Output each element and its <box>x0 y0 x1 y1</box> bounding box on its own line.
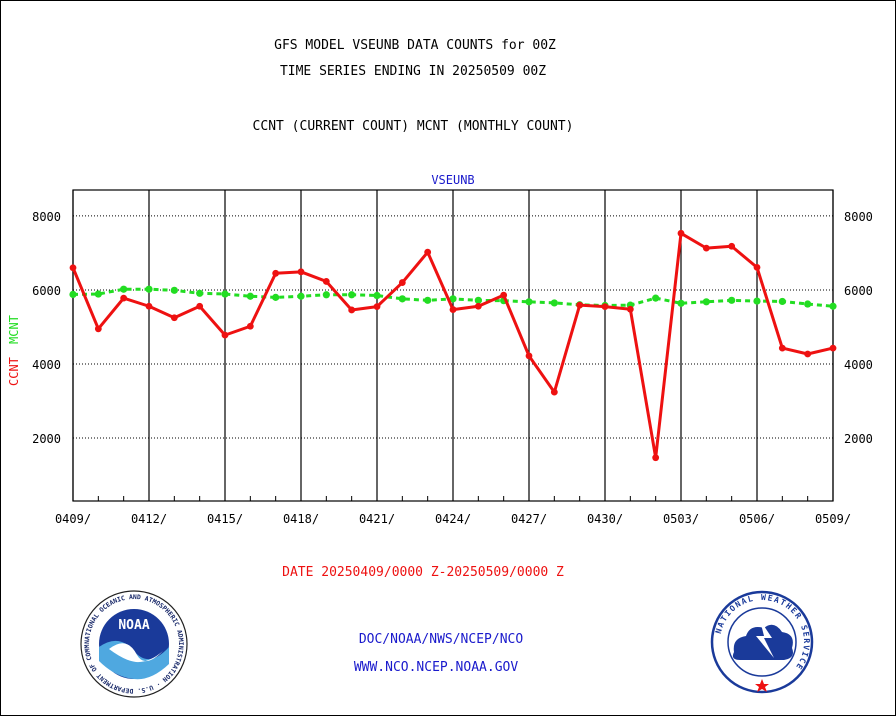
x-tick-label: 0415/ <box>207 512 243 526</box>
data-point-mcnt <box>398 295 406 303</box>
data-point-ccnt <box>804 350 812 358</box>
data-point-mcnt <box>348 291 356 299</box>
x-tick-label: 0509/ <box>815 512 851 526</box>
data-point-ccnt <box>196 302 204 310</box>
data-point-ccnt <box>576 301 584 309</box>
data-point-ccnt <box>94 325 102 333</box>
y-tick-label-right: 4000 <box>844 358 873 372</box>
y-tick-label-right: 8000 <box>844 210 873 224</box>
data-point-ccnt <box>474 302 482 310</box>
data-point-ccnt <box>246 322 254 330</box>
data-point-mcnt <box>69 290 77 299</box>
noaa-logo: NATIONAL OCEANIC AND ATMOSPHERIC ADMINIS… <box>79 589 188 698</box>
data-point-mcnt <box>272 293 280 301</box>
website-link[interactable]: WWW.NCO.NCEP.NOAA.GOV <box>353 660 519 675</box>
data-point-mcnt <box>94 290 102 298</box>
data-point-ccnt <box>601 303 609 311</box>
data-point-mcnt <box>145 285 153 293</box>
data-point-mcnt <box>196 289 204 297</box>
x-tick-label: 0409/ <box>55 512 91 526</box>
data-point-ccnt <box>702 244 710 252</box>
x-tick-label: 0427/ <box>511 512 547 526</box>
data-point-ccnt <box>170 314 178 322</box>
data-point-mcnt <box>525 298 533 306</box>
data-point-ccnt <box>626 305 634 313</box>
date-range-label: DATE 20250409/0000 Z-20250509/0000 Z <box>282 565 564 580</box>
noaa-logo-text: NOAA <box>118 618 149 633</box>
chart-svg: 2000 2000 4000 4000 6000 6000 8000 8000 0409/041… <box>32 173 873 526</box>
data-point-ccnt <box>69 264 77 272</box>
data-point-ccnt <box>120 294 128 302</box>
x-tick-label: 0503/ <box>663 512 699 526</box>
data-point-ccnt <box>145 302 153 310</box>
y-tick-label-left: 6000 <box>32 284 61 298</box>
x-tick-label: 0430/ <box>587 512 623 526</box>
data-point-mcnt <box>677 299 685 307</box>
data-point-mcnt <box>449 295 457 303</box>
data-point-mcnt <box>221 290 229 298</box>
chart-title-line2: TIME SERIES ENDING IN 20250509 00Z <box>279 64 547 79</box>
data-point-ccnt <box>424 248 432 256</box>
x-tick-label: 0418/ <box>283 512 319 526</box>
data-point-mcnt <box>424 296 432 304</box>
data-point-mcnt <box>778 297 786 306</box>
y-tick-label-left: 8000 <box>32 210 61 224</box>
data-point-ccnt <box>829 344 837 352</box>
data-point-ccnt <box>550 388 558 396</box>
data-point-ccnt <box>652 454 660 462</box>
data-point-mcnt <box>170 286 178 294</box>
y-tick-label-left: 4000 <box>32 358 61 372</box>
data-point-ccnt <box>753 263 761 271</box>
data-point-ccnt <box>297 268 305 276</box>
data-point-mcnt <box>652 294 660 302</box>
data-point-ccnt <box>525 352 533 360</box>
data-point-ccnt <box>500 291 508 299</box>
data-point-mcnt <box>474 296 482 304</box>
data-point-mcnt <box>373 291 381 300</box>
data-point-mcnt <box>246 292 254 300</box>
data-point-ccnt <box>677 229 685 237</box>
data-point-ccnt <box>272 269 280 277</box>
data-point-ccnt <box>398 279 406 286</box>
x-tick-label: 0506/ <box>739 512 775 526</box>
data-point-mcnt <box>550 299 558 307</box>
data-point-ccnt <box>221 331 229 339</box>
y-tick-label-left: 2000 <box>32 432 61 446</box>
data-point-mcnt <box>120 285 128 293</box>
y-tick-label-right: 6000 <box>844 284 873 298</box>
data-point-mcnt <box>322 291 330 299</box>
data-point-mcnt <box>804 300 812 308</box>
data-point-mcnt <box>829 302 837 310</box>
data-point-mcnt <box>753 297 761 305</box>
data-point-ccnt <box>728 242 736 250</box>
x-tick-label: 0412/ <box>131 512 167 526</box>
data-point-mcnt <box>297 292 305 300</box>
org-label: DOC/NOAA/NWS/NCEP/NCO <box>358 632 524 647</box>
chart-subtitle: CCNT (CURRENT COUNT) MCNT (MONTHLY COUNT… <box>252 119 574 134</box>
data-point-ccnt <box>348 306 356 314</box>
data-point-ccnt <box>373 303 381 311</box>
data-point-ccnt <box>322 278 330 285</box>
data-point-ccnt <box>449 306 457 313</box>
panel-title: VSEUNB <box>431 173 474 187</box>
data-point-mcnt <box>702 298 710 306</box>
data-point-ccnt <box>778 344 786 352</box>
chart-title-line1: GFS MODEL VSEUNB DATA COUNTS for 00Z <box>274 38 556 53</box>
x-tick-label: 0421/ <box>359 512 395 526</box>
y-tick-label-right: 2000 <box>844 432 873 446</box>
nws-logo: NATIONAL WEATHER SERVICE <box>710 590 814 694</box>
x-tick-label: 0424/ <box>435 512 471 526</box>
data-point-mcnt <box>728 296 736 304</box>
